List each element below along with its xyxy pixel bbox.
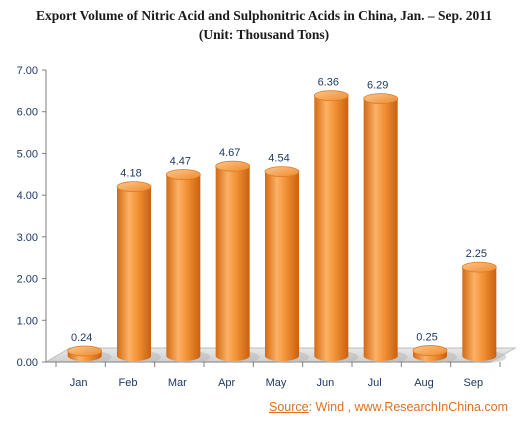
- chart-title: Export Volume of Nitric Acid and Sulphon…: [35, 8, 493, 23]
- data-label: 2.25: [466, 248, 487, 260]
- bar-top: [412, 345, 448, 356]
- bar-body: [265, 171, 299, 361]
- bars-layer: [67, 90, 507, 363]
- bar-top: [67, 345, 103, 357]
- source-note: Source: Wind , www.ResearchInChina.com: [269, 400, 508, 414]
- bar-body: [117, 186, 151, 361]
- bar-body: [166, 174, 201, 362]
- y-tick-label: 7.00: [17, 65, 38, 77]
- data-label: 6.29: [367, 80, 388, 92]
- labels-layer: 0.24 Jan 4.18 Feb 4.47 Mar 4.67 Apr 4.54 May 6.36 J…: [70, 77, 487, 389]
- x-tick-label: Sep: [464, 377, 484, 389]
- x-tick-label: Mar: [168, 377, 187, 389]
- bar-top: [264, 166, 300, 178]
- y-tick-label: 0.00: [17, 357, 38, 369]
- bar-top: [165, 169, 201, 180]
- bar-body: [215, 166, 250, 362]
- data-label: 4.67: [219, 147, 240, 159]
- y-tick-label: 3.00: [17, 232, 38, 244]
- bar-body: [314, 95, 349, 362]
- y-tick-label: 1.00: [17, 315, 38, 327]
- data-label: 4.47: [170, 156, 191, 168]
- data-label: 0.24: [71, 332, 92, 344]
- bar-top: [363, 93, 399, 105]
- source-text: : Wind , www.ResearchInChina.com: [308, 400, 508, 414]
- x-tick-label: Apr: [218, 377, 235, 389]
- bar-body: [363, 98, 398, 362]
- y-tick-label: 6.00: [17, 107, 38, 119]
- bar-top: [215, 160, 251, 172]
- x-tick-label: May: [266, 377, 287, 389]
- chart-subtitle: (Unit: Thousand Tons): [198, 27, 330, 42]
- y-tick-label: 2.00: [17, 274, 38, 286]
- bar-body: [462, 267, 497, 362]
- bar-top: [461, 261, 497, 273]
- y-tick-label: 4.00: [17, 190, 38, 202]
- bar-top: [313, 90, 349, 102]
- x-tick-label: Aug: [414, 377, 434, 389]
- data-label: 4.54: [268, 153, 289, 165]
- x-tick-label: Jul: [368, 377, 382, 389]
- chart-title-block: Export Volume of Nitric Acid and Sulphon…: [0, 6, 528, 44]
- data-label: 4.18: [120, 168, 141, 180]
- x-tick-label: Feb: [119, 377, 138, 389]
- data-label: 0.25: [416, 332, 437, 344]
- bar-top: [116, 181, 152, 193]
- y-tick-label: 5.00: [17, 148, 38, 160]
- x-tick-label: Jun: [316, 377, 334, 389]
- data-label: 6.36: [318, 77, 339, 89]
- source-label: Source: [269, 400, 309, 414]
- x-tick-label: Jan: [70, 377, 88, 389]
